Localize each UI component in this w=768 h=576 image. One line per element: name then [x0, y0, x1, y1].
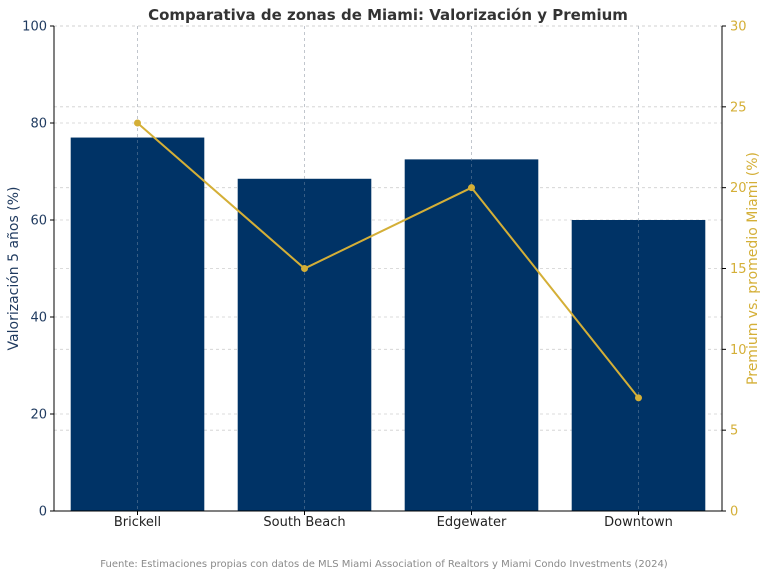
- y-tick-label-right: 20: [730, 181, 747, 196]
- y-tick-label-right: 30: [730, 20, 747, 35]
- premium-point-brickell: [134, 119, 141, 127]
- y-tick-label-right: 25: [730, 100, 747, 115]
- chart-title: Comparativa de zonas de Miami: Valorizac…: [148, 6, 628, 24]
- line-layer: [134, 119, 642, 402]
- x-tick-label: Edgewater: [437, 515, 507, 530]
- bar-downtown: [571, 220, 706, 511]
- y-tick-label-right: 5: [730, 424, 738, 439]
- premium-line: [136, 122, 640, 399]
- premium-point-edgewater: [468, 184, 475, 192]
- y-tick-label-left: 40: [30, 311, 47, 326]
- y-tick-label-right: 0: [730, 505, 738, 520]
- y-tick-label-left: 80: [30, 117, 47, 132]
- bar-layer: [70, 26, 706, 512]
- y-tick-label-left: 60: [30, 214, 47, 229]
- axis-layer: 0 20 40 60 80 100 0 5 10 15 20 25 30 Brickell South Be…: [22, 20, 746, 531]
- premium-point-downtown: [635, 394, 642, 402]
- y-tick-label-right: 15: [730, 262, 747, 277]
- y-tick-label-right: 10: [730, 343, 747, 358]
- x-tick-label: Brickell: [114, 515, 161, 530]
- y-tick-label-left: 0: [39, 505, 47, 520]
- x-tick-label: South Beach: [263, 515, 345, 530]
- y-axis-left-title: Valorización 5 años (%): [6, 187, 22, 351]
- source-note: Fuente: Estimaciones propias con datos d…: [100, 559, 668, 570]
- y-tick-label-left: 100: [22, 20, 47, 35]
- y-axis-right-title: Premium vs. promedio Miami (%): [745, 152, 761, 385]
- y-tick-label-left: 20: [30, 408, 47, 423]
- x-tick-label: Downtown: [604, 515, 673, 530]
- premium-point-south-beach: [301, 265, 308, 272]
